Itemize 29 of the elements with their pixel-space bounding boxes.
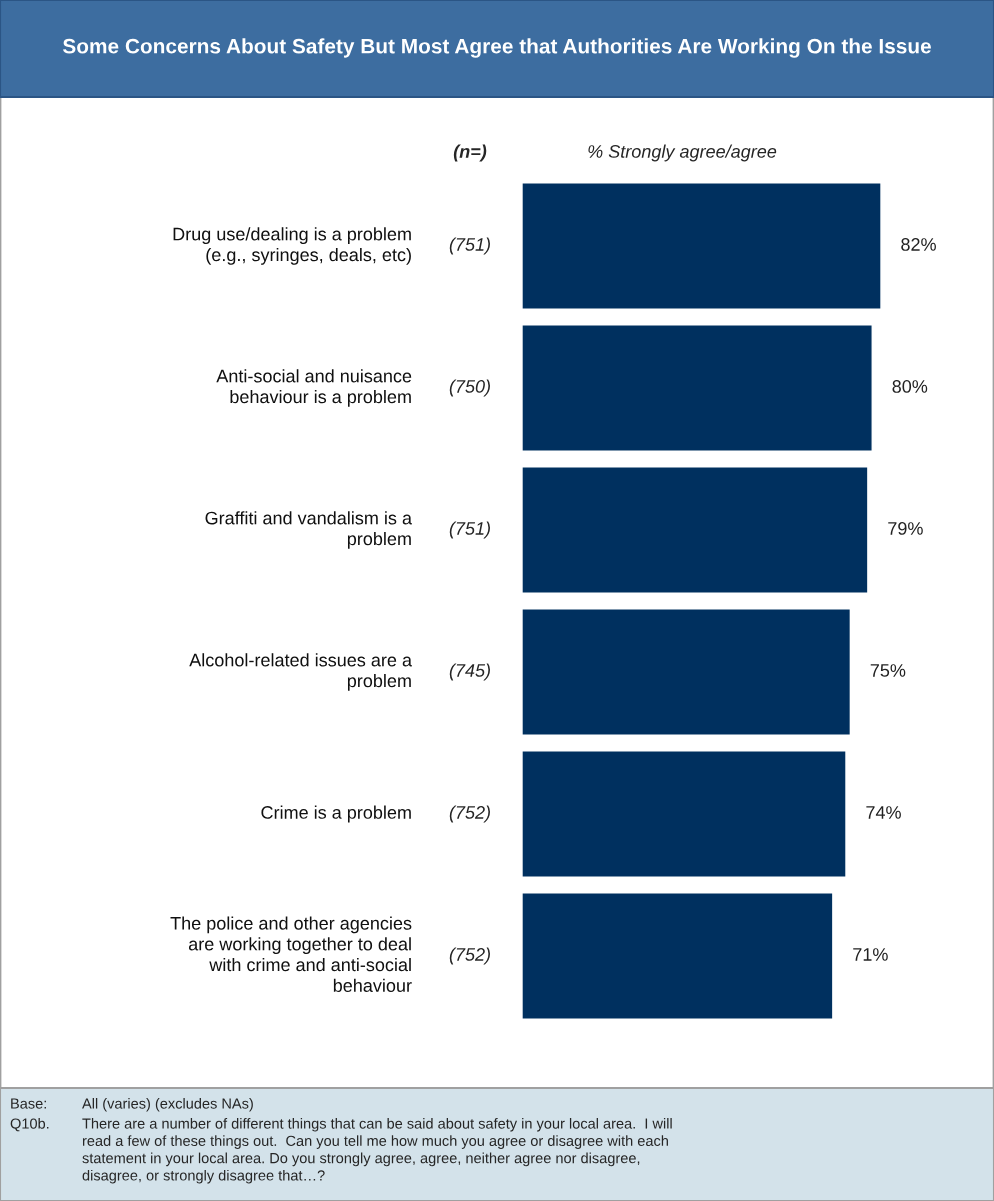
x-axis-title: % Strongly agree/agree (588, 144, 777, 162)
text: (751) (449, 521, 490, 539)
data-label: 79% (888, 522, 923, 535)
text: (745) (449, 663, 490, 681)
y-tick-label: Crime is a problem (261, 805, 411, 823)
text: Base: All (varies) (excludes NAs) (11, 1098, 253, 1112)
text: (750) (449, 379, 490, 397)
data-label: 75% (870, 664, 906, 677)
data-label: 71% (853, 948, 888, 961)
text: (n=) (453, 144, 487, 162)
y-tick-label: The police and other agencies are working together to deal with crime and anti-social behaviour (170, 916, 412, 992)
text: (752) (449, 947, 490, 965)
y-tick-label: Anti-social and nuisance behaviour is a problem (216, 369, 412, 407)
bar (522, 182, 882, 310)
text: Q10b. There are a number of different things that can be said about safety in your local area. I will read a few of these things out. Can you tell me how much you agree or disagree with each statement in your local area. Do you strongly agree, agree, neither agree nor disagree, disagree, or strongly disagree that…? (10, 1118, 672, 1184)
bar (522, 750, 847, 878)
y-tick-label: Graffiti and vandalism is a problem (205, 511, 413, 549)
data-label: 74% (866, 806, 901, 819)
data-label: 80% (892, 380, 928, 393)
bar (522, 892, 834, 1020)
text: (752) (449, 805, 490, 823)
y-tick-label: Alcohol-related issues are a problem (189, 653, 413, 691)
y-tick-label: Drug use/dealing is a problem (e.g., syringes, deals, etc) (173, 227, 411, 265)
bar (522, 324, 873, 452)
text: (751) (449, 237, 490, 255)
bar (522, 466, 869, 594)
chart-title: Some Concerns About Safety But Most Agree that Authorities Are Working On the Issue (62, 38, 931, 58)
data-label: 82% (901, 238, 936, 251)
bar (522, 608, 852, 736)
